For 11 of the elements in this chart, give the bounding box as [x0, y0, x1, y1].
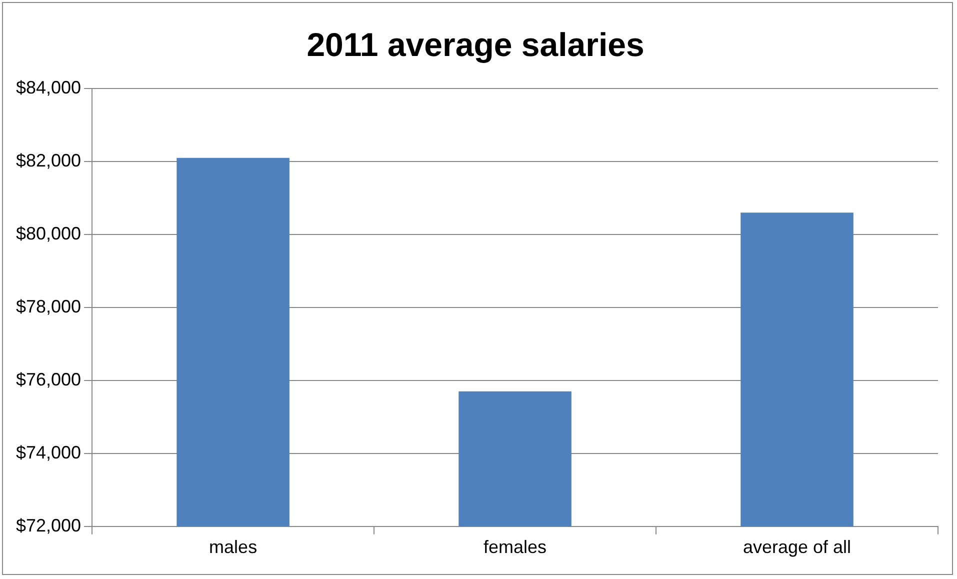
y-tick-label: $78,000	[16, 296, 82, 316]
y-tick-label: $74,000	[16, 442, 82, 462]
y-tick-label: $76,000	[16, 369, 82, 390]
y-tick-label: $82,000	[16, 150, 82, 171]
x-tick-label: females	[484, 537, 547, 558]
y-tick-label: $80,000	[16, 224, 82, 244]
y-tick-label: $84,000	[16, 78, 82, 98]
chart-title: 2011 average salaries	[306, 26, 644, 63]
x-tick-label: males	[209, 537, 258, 558]
y-tick-label: $72,000	[16, 515, 82, 536]
x-tick-label: average of all	[742, 537, 852, 558]
